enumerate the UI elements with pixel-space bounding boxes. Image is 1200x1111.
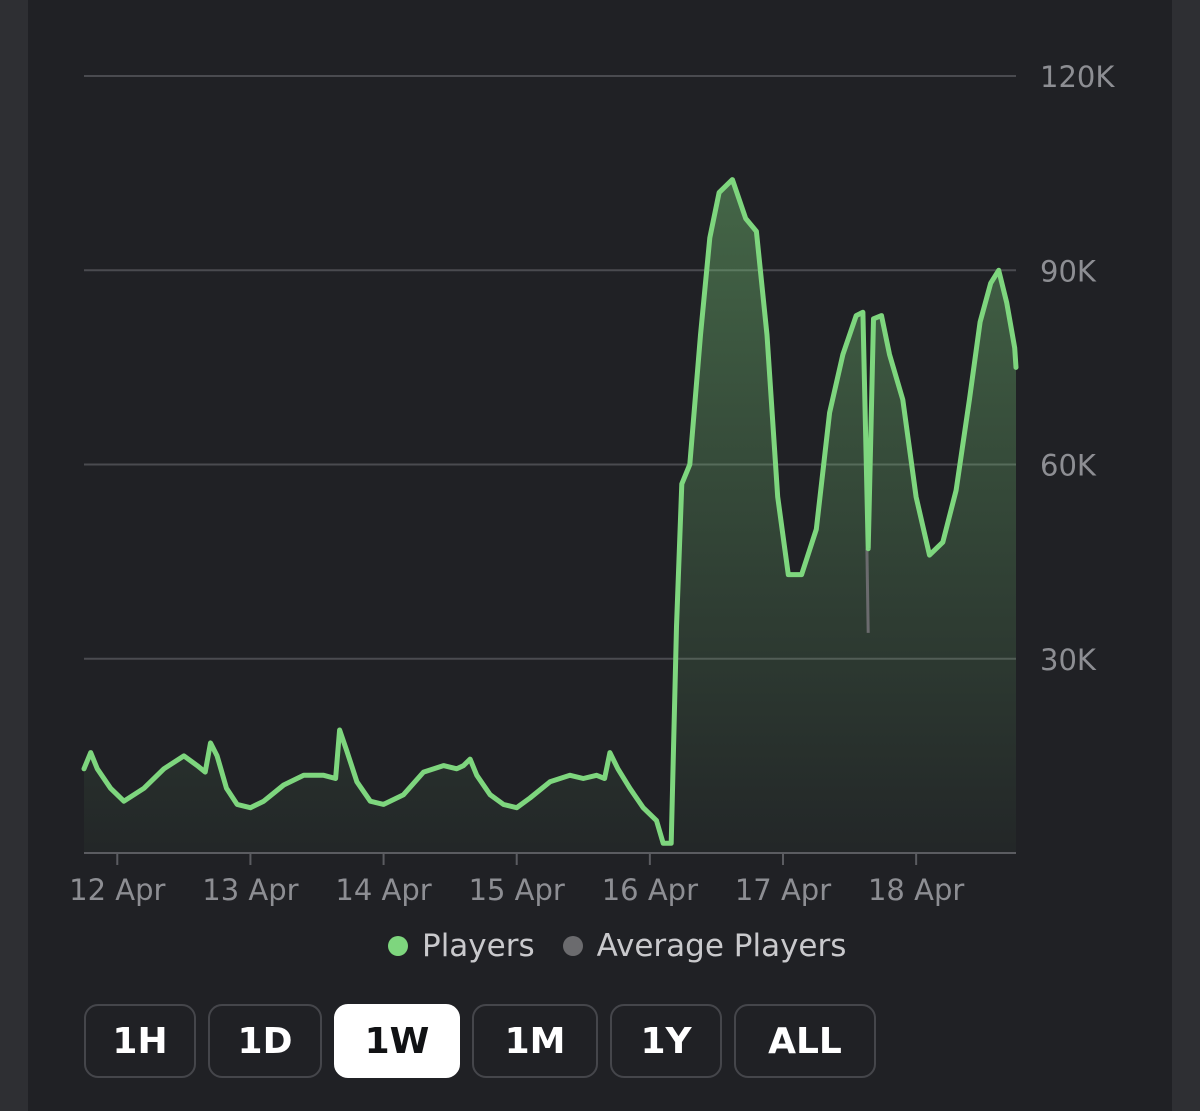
average-players-line <box>865 548 870 633</box>
range-button-1w[interactable]: 1W <box>334 1004 460 1078</box>
range-button-1h[interactable]: 1H <box>84 1004 196 1078</box>
y-tick-label: 90K <box>1040 254 1097 288</box>
legend-players-label: Players <box>422 928 535 964</box>
x-tick-label: 17 Apr <box>735 873 831 907</box>
chart-panel: 30K 60K 90K 120K 12 Apr 13 Apr 14 Apr 15 Apr 16 … <box>28 0 1172 1111</box>
y-tick-label: 60K <box>1040 449 1097 483</box>
players-dot-icon <box>388 936 408 956</box>
players-area <box>84 179 1016 854</box>
x-tick-label: 18 Apr <box>868 873 964 907</box>
range-button-1d[interactable]: 1D <box>208 1004 322 1078</box>
y-tick-label: 30K <box>1040 643 1097 677</box>
legend-players[interactable]: Players <box>388 928 535 964</box>
legend-average-players[interactable]: Average Players <box>562 928 847 964</box>
x-tick-label: 13 Apr <box>202 873 298 907</box>
average-players-dot-icon <box>562 936 583 956</box>
x-tick-label: 14 Apr <box>335 873 431 907</box>
x-tick-label: 16 Apr <box>602 873 698 907</box>
players-line[interactable] <box>81 177 1019 846</box>
range-button-1m[interactable]: 1M <box>472 1004 598 1078</box>
range-button-all[interactable]: ALL <box>734 1004 876 1078</box>
y-tick-label: 120K <box>1040 60 1115 94</box>
time-range-selector: 1H 1D 1W 1M 1Y ALL <box>84 1004 876 1078</box>
chart-legend: Players Average Players <box>388 924 846 968</box>
range-button-1y[interactable]: 1Y <box>610 1004 722 1078</box>
x-tick-label: 15 Apr <box>469 873 565 907</box>
player-chart[interactable]: 30K 60K 90K 120K 12 Apr 13 Apr 14 Apr 15 Apr 16 … <box>28 0 1172 920</box>
legend-average-label: Average Players <box>596 928 847 964</box>
x-tick-label: 12 Apr <box>69 873 165 907</box>
